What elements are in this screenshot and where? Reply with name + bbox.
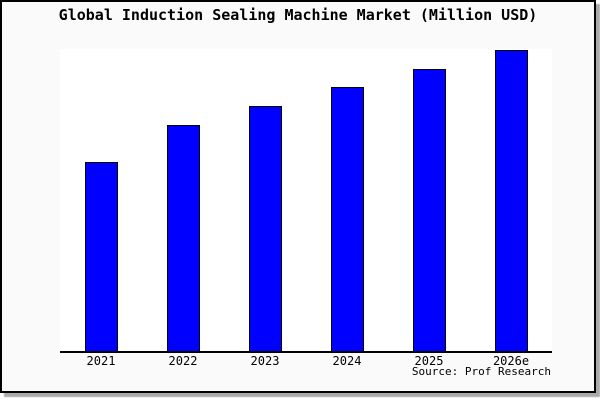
x-axis-tick-labels: 2021 2022 2023 2024 2025 2026e: [60, 354, 552, 368]
bar-2025: [412, 69, 446, 351]
source-caption: Source: Prof Research: [411, 365, 551, 378]
bar-column-2021: [60, 49, 142, 351]
chart-title: Global Induction Sealing Machine Market …: [58, 6, 538, 24]
bar-2023: [248, 106, 282, 351]
x-tick-label-2026e: 2026e: [492, 354, 530, 368]
bar-column-2023: [224, 49, 306, 351]
bar-2024: [330, 87, 364, 351]
x-tick-label-2023: 2023: [250, 354, 280, 368]
x-tick-label-2025: 2025: [414, 354, 444, 368]
bar-column-2025: [388, 49, 470, 351]
bar-column-2024: [306, 49, 388, 351]
x-tick-label-2022: 2022: [168, 354, 198, 368]
bar-column-2026e: [470, 49, 552, 351]
bar-2026e: [494, 50, 528, 351]
bar-2021: [84, 162, 118, 351]
plot-area: [60, 49, 552, 353]
bar-column-2022: [142, 49, 224, 351]
bar-2022: [166, 125, 200, 351]
x-tick-label-2021: 2021: [86, 354, 116, 368]
x-tick-label-2024: 2024: [332, 354, 362, 368]
chart-window: Global Induction Sealing Machine Market …: [0, 0, 596, 393]
